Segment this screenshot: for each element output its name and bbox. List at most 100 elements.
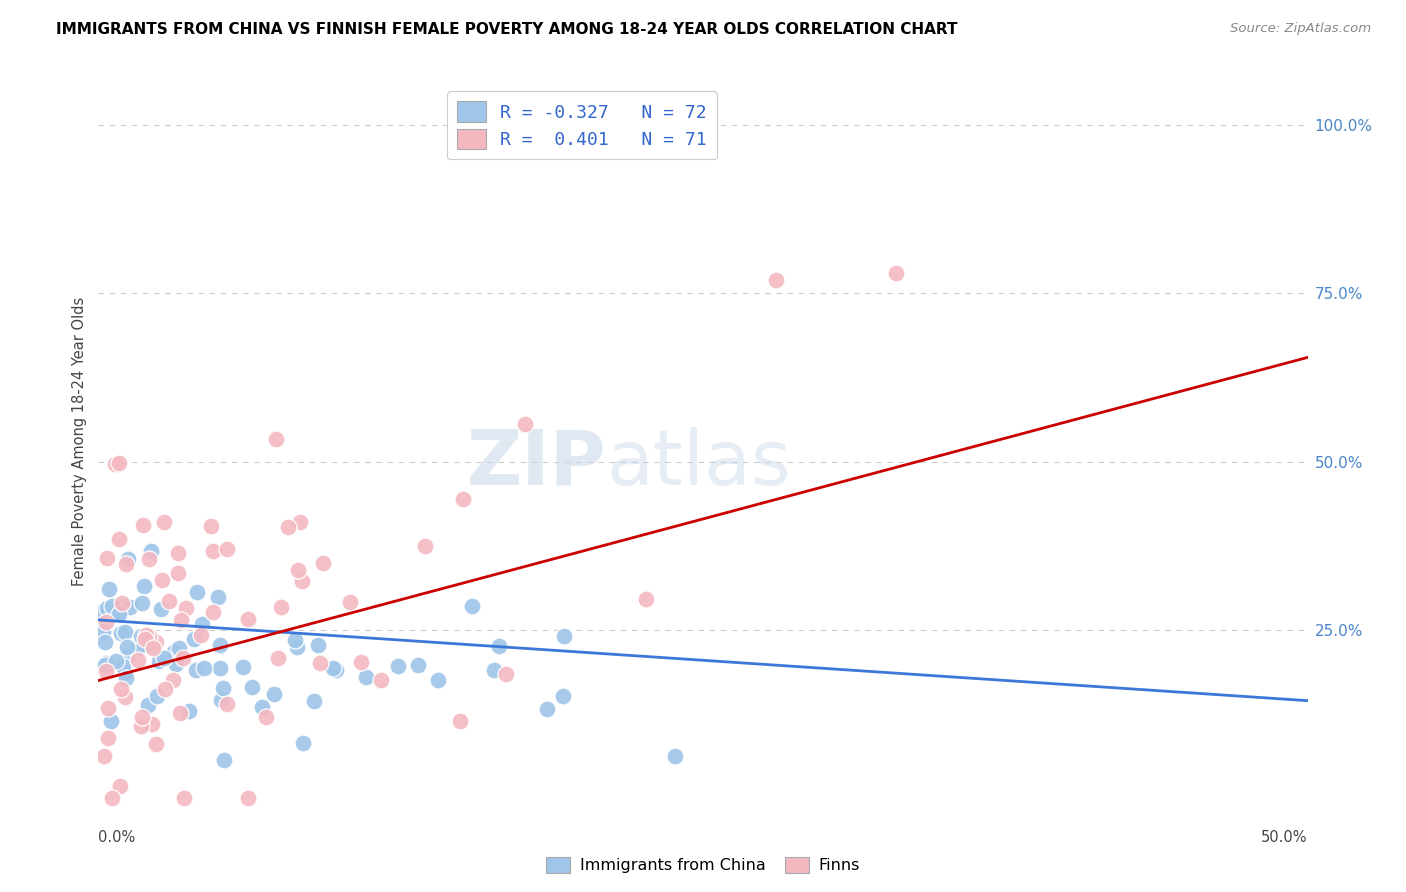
Point	[209, 692, 232, 706]
Point	[104, 654, 127, 668]
Point	[101, 599, 124, 614]
Point	[165, 657, 187, 672]
Point	[114, 665, 136, 679]
Point	[93, 657, 115, 672]
Point	[238, 612, 260, 626]
Point	[167, 566, 190, 581]
Point	[127, 653, 149, 667]
Point	[114, 690, 136, 704]
Point	[284, 632, 307, 647]
Point	[162, 645, 184, 659]
Point	[322, 661, 344, 675]
Point	[495, 667, 517, 681]
Point	[108, 779, 131, 793]
Point	[138, 552, 160, 566]
Point	[131, 517, 153, 532]
Point	[90, 605, 112, 619]
Point	[217, 542, 239, 557]
Point	[453, 491, 475, 506]
Point	[250, 700, 273, 714]
Point	[211, 681, 233, 695]
Point	[107, 532, 129, 546]
Point	[131, 595, 153, 609]
Text: 0.0%: 0.0%	[98, 830, 135, 846]
Point	[162, 673, 184, 687]
Point	[110, 600, 132, 615]
Point	[138, 629, 160, 643]
Text: IMMIGRANTS FROM CHINA VS FINNISH FEMALE POVERTY AMONG 18-24 YEAR OLDS CORRELATIO: IMMIGRANTS FROM CHINA VS FINNISH FEMALE …	[56, 22, 957, 37]
Point	[354, 670, 377, 684]
Point	[551, 689, 574, 703]
Point	[111, 596, 134, 610]
Text: Source: ZipAtlas.com: Source: ZipAtlas.com	[1230, 22, 1371, 36]
Point	[148, 654, 170, 668]
Point	[96, 657, 118, 671]
Point	[107, 606, 129, 620]
Point	[339, 595, 361, 609]
Point	[664, 749, 686, 764]
Point	[114, 624, 136, 639]
Point	[302, 694, 325, 708]
Point	[174, 601, 197, 615]
Point	[139, 544, 162, 558]
Point	[285, 640, 308, 654]
Point	[179, 704, 201, 718]
Point	[460, 599, 482, 613]
Point	[157, 594, 180, 608]
Point	[135, 627, 157, 641]
Point	[270, 599, 292, 614]
Point	[135, 628, 157, 642]
Point	[117, 648, 139, 663]
Point	[193, 660, 215, 674]
Point	[325, 663, 347, 677]
Point	[553, 629, 575, 643]
Point	[134, 638, 156, 652]
Point	[291, 574, 314, 588]
Point	[207, 590, 229, 604]
Point	[146, 689, 169, 703]
Point	[93, 634, 115, 648]
Point	[290, 516, 312, 530]
Point	[153, 650, 176, 665]
Point	[117, 552, 139, 566]
Point	[167, 546, 190, 560]
Point	[117, 640, 139, 655]
Point	[208, 661, 231, 675]
Point	[387, 659, 409, 673]
Point	[240, 680, 263, 694]
Point	[413, 539, 436, 553]
Point	[135, 637, 157, 651]
Point	[668, 118, 690, 132]
Legend: R = -0.327   N = 72, R =  0.401   N = 71: R = -0.327 N = 72, R = 0.401 N = 71	[447, 92, 717, 160]
Point	[201, 605, 224, 619]
Text: atlas: atlas	[606, 426, 792, 500]
Point	[129, 629, 152, 643]
Point	[131, 709, 153, 723]
Point	[141, 716, 163, 731]
Point	[149, 601, 172, 615]
Point	[91, 625, 114, 640]
Point	[100, 714, 122, 728]
Point	[169, 706, 191, 721]
Point	[350, 655, 373, 669]
Point	[96, 601, 118, 615]
Point	[120, 599, 142, 614]
Point	[100, 791, 122, 805]
Point	[97, 582, 120, 596]
Point	[536, 702, 558, 716]
Point	[153, 681, 176, 696]
Point	[291, 736, 314, 750]
Point	[93, 749, 115, 764]
Point	[186, 585, 208, 599]
Point	[112, 659, 135, 673]
Point	[136, 698, 159, 712]
Point	[200, 518, 222, 533]
Point	[644, 118, 666, 132]
Point	[267, 651, 290, 665]
Point	[114, 671, 136, 685]
Point	[107, 607, 129, 621]
Point	[488, 639, 510, 653]
Point	[134, 632, 156, 647]
Point	[236, 791, 259, 805]
Point	[202, 544, 225, 558]
